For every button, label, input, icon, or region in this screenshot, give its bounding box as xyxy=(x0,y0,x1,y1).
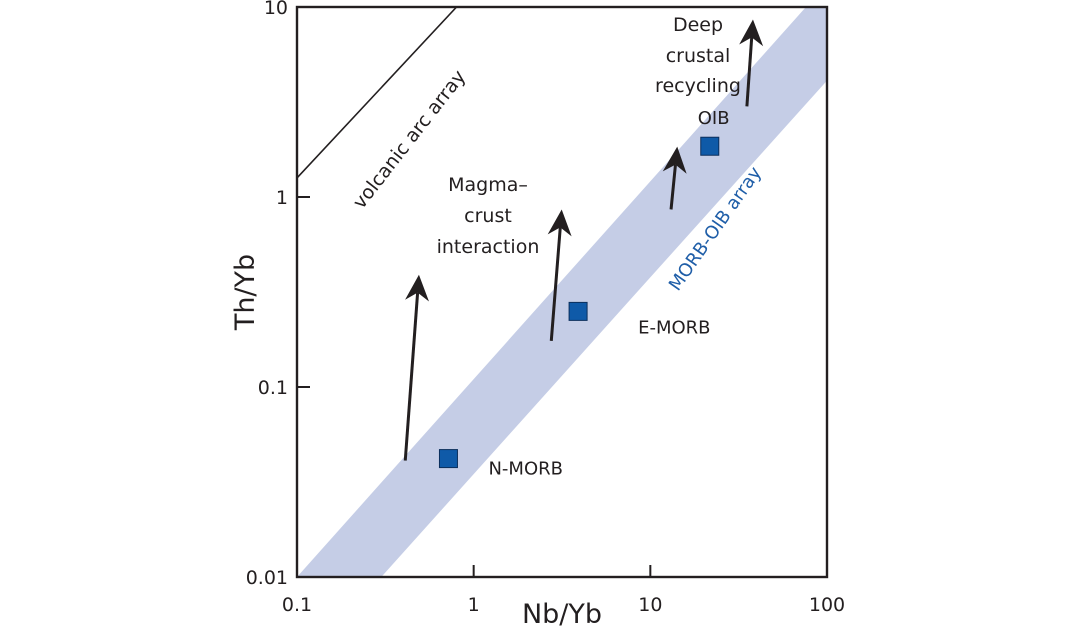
arrow-shaft xyxy=(669,164,677,210)
plot-frame xyxy=(295,5,829,579)
arrow-shaft xyxy=(549,227,562,341)
data-point-label: E-MORB xyxy=(638,317,710,338)
x-tick-label: 0.1 xyxy=(282,594,312,616)
deep-recycling-label-line-2: crustal xyxy=(666,45,731,67)
x-tick-label: 1 xyxy=(468,594,480,616)
x-tick-label: 100 xyxy=(809,594,845,616)
points-layer: N-MORB E-MORB OIB xyxy=(438,108,730,480)
y-tick-label: 0.1 xyxy=(258,377,288,399)
data-point-n-morb xyxy=(438,449,458,469)
arrows-layer xyxy=(403,19,764,461)
x-axis-title: Nb/Yb xyxy=(522,599,602,630)
y-axis-title: Th/Yb xyxy=(230,254,261,331)
y-tick-label: 10 xyxy=(264,0,288,19)
mixing-band-layer xyxy=(297,7,827,577)
deep-recycling-label: Deep crustal recycling xyxy=(655,14,741,97)
volcanic-arc-array-line xyxy=(297,7,458,179)
arrow-head xyxy=(547,209,572,237)
ticks-layer: 0.1 1 10 100 0.01 0.1 1 10 xyxy=(246,0,845,616)
magma-crust-arrow-1 xyxy=(403,274,429,461)
deep-recycling-label-line-1: Deep xyxy=(673,14,723,36)
morb-oib-array-band xyxy=(297,7,827,577)
x-tick-label: 10 xyxy=(638,594,662,616)
deep-recycling-arrow-2 xyxy=(739,19,764,107)
magma-crust-arrow-2 xyxy=(547,209,572,341)
data-point-label: OIB xyxy=(698,108,730,129)
magma-crust-label: Magma– crust interaction xyxy=(437,174,540,258)
magma-crust-label-line-3: interaction xyxy=(437,236,540,258)
data-point-e-morb xyxy=(568,301,588,321)
y-tick-label: 1 xyxy=(276,187,288,209)
data-point-label: N-MORB xyxy=(488,459,563,480)
arrow-head xyxy=(405,274,429,302)
deep-recycling-arrow-1 xyxy=(662,146,687,210)
deep-recycling-label-line-3: recycling xyxy=(655,75,741,97)
arrow-head xyxy=(662,146,687,174)
arrow-shaft xyxy=(403,292,420,461)
data-point-oib xyxy=(700,136,720,156)
y-tick-label: 0.01 xyxy=(246,567,288,589)
arrow-shaft xyxy=(745,37,754,107)
arrow-head xyxy=(739,19,764,47)
magma-crust-label-line-2: crust xyxy=(464,205,512,227)
magma-crust-label-line-1: Magma– xyxy=(448,174,528,196)
